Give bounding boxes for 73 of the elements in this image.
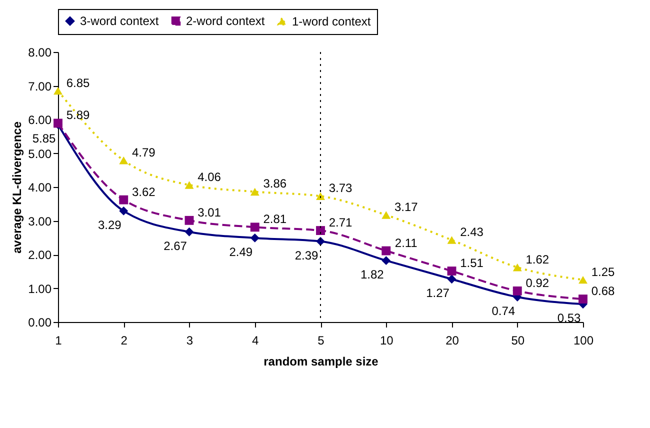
x-tick-label: 5 — [318, 334, 325, 348]
point — [578, 294, 588, 304]
y-tick-label: 4.00 — [28, 180, 52, 194]
y-tick-label: 5.00 — [28, 146, 52, 161]
legend-label: 1-word context — [292, 14, 372, 28]
point — [119, 156, 128, 164]
y-tick-label: 6.00 — [28, 113, 52, 127]
point — [54, 86, 62, 95]
point — [119, 195, 128, 204]
data-label: 3.29 — [98, 218, 122, 232]
point — [316, 226, 325, 236]
y-tick-label: 3.00 — [28, 214, 52, 228]
data-label: 4.79 — [132, 145, 156, 160]
point — [184, 216, 194, 225]
data-label: 1.82 — [360, 268, 384, 282]
point — [447, 274, 456, 284]
data-label: 0.74 — [492, 304, 516, 318]
point — [382, 256, 391, 266]
point — [382, 246, 391, 256]
point — [316, 192, 325, 200]
point — [316, 236, 325, 246]
data-label: 2.39 — [294, 248, 318, 262]
x-tick-label: 4 — [252, 334, 260, 348]
data-label: 5.89 — [66, 108, 90, 122]
y-tick-label: 8.00 — [28, 46, 52, 60]
data-label: 0.53 — [557, 311, 581, 326]
data-label: 2.81 — [263, 212, 287, 226]
x-tick-label: 20 — [446, 334, 460, 348]
y-axis-title: average KL-divergence — [10, 121, 24, 254]
point — [250, 222, 260, 232]
point — [119, 206, 128, 216]
x-tick-label: 3 — [186, 334, 194, 348]
legend-label: 2-word context — [186, 14, 266, 28]
y-tick-label: 0.00 — [28, 316, 52, 330]
x-tick-label: 1 — [55, 334, 62, 348]
data-label: 2.49 — [229, 244, 253, 259]
x-axis-title: random sample size — [264, 354, 379, 368]
data-label: 6.85 — [66, 76, 90, 90]
point — [250, 188, 260, 196]
data-label: 1.25 — [591, 264, 615, 279]
legend-label: 3-word context — [80, 14, 160, 28]
point — [447, 236, 456, 244]
x-tick-label: 10 — [380, 334, 394, 348]
y-tick-label: 7.00 — [28, 79, 52, 94]
point — [382, 211, 391, 219]
point — [184, 227, 194, 236]
data-label: 1.27 — [426, 286, 450, 300]
data-label: 3.62 — [132, 184, 156, 199]
y-tick-label: 2.00 — [28, 248, 52, 262]
x-tick-label: 50 — [511, 334, 525, 348]
data-label: 1.51 — [460, 256, 484, 270]
data-label: 0.68 — [591, 284, 615, 298]
y-tick-label: 1.00 — [28, 282, 52, 296]
data-label: 2.43 — [460, 224, 484, 239]
data-label: 4.06 — [198, 170, 222, 184]
point — [512, 263, 522, 272]
data-label: 2.71 — [328, 216, 352, 230]
data-label: 2.67 — [164, 238, 188, 253]
data-label: 3.01 — [198, 205, 222, 220]
data-label: 0.92 — [526, 276, 550, 290]
point — [250, 233, 260, 242]
data-label: 3.86 — [263, 176, 287, 191]
point — [447, 266, 456, 276]
point — [512, 286, 522, 296]
data-label: 5.85 — [32, 132, 56, 146]
data-label: 3.17 — [394, 200, 418, 214]
x-tick-label: 100 — [573, 334, 594, 348]
data-label: 3.73 — [328, 181, 352, 196]
point — [184, 181, 194, 189]
point — [578, 276, 588, 284]
data-label: 2.11 — [394, 236, 418, 250]
x-tick-label: 2 — [120, 334, 128, 348]
data-label: 1.62 — [526, 252, 550, 266]
